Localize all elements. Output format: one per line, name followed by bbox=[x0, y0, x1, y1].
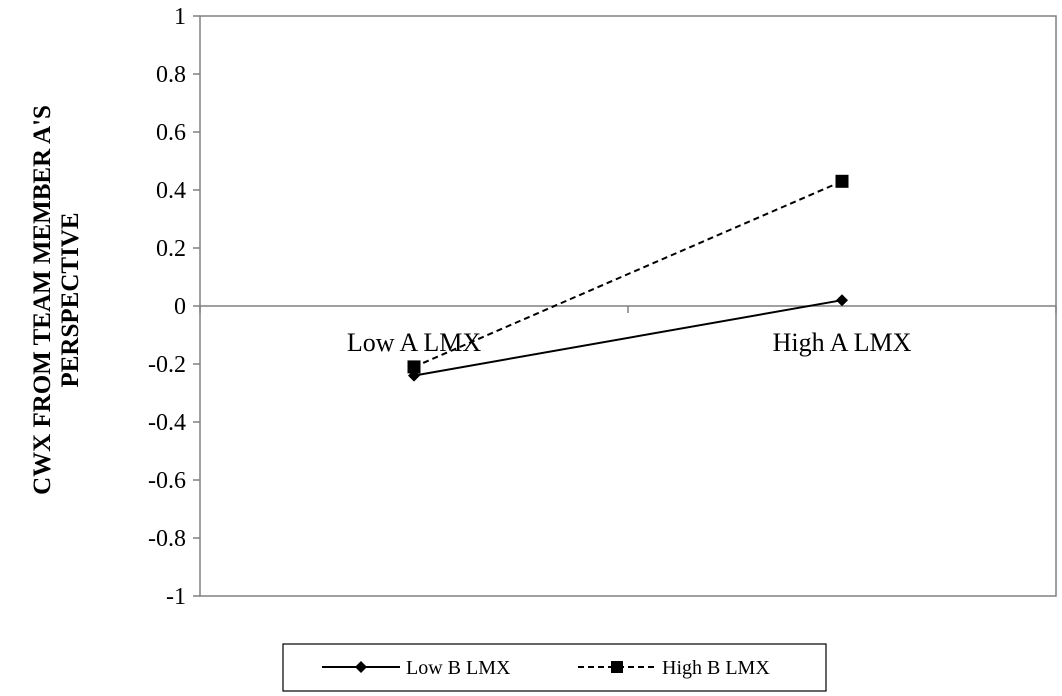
y-tick-label: 0.4 bbox=[156, 178, 186, 204]
legend: Low B LMX High B LMX bbox=[282, 643, 827, 692]
data-point bbox=[407, 360, 421, 374]
data-point bbox=[836, 294, 848, 307]
y-tick-label: 1 bbox=[174, 4, 186, 30]
legend-label: Low B LMX bbox=[406, 657, 511, 679]
legend-entry: High B LMX bbox=[578, 657, 770, 679]
x-category-label: High A LMX bbox=[773, 328, 912, 357]
legend-marker bbox=[355, 661, 367, 673]
y-tick-label: 0.2 bbox=[156, 236, 186, 262]
series-layer bbox=[407, 174, 849, 382]
data-point bbox=[835, 174, 849, 188]
y-tick-label: 0.8 bbox=[156, 62, 186, 88]
y-tick-label: 0.6 bbox=[156, 120, 186, 146]
y-axis-label-line-1: CWX FROM TEAM MEMBER A'S bbox=[29, 105, 56, 495]
x-axis-ticks: Low A LMX High A LMX bbox=[199, 306, 1057, 357]
series-1 bbox=[407, 174, 849, 374]
y-axis-label: CWX FROM TEAM MEMBER A'S PERSPECTIVE bbox=[29, 105, 84, 495]
y-tick-label: -0.8 bbox=[148, 526, 186, 552]
y-axis-label-line-2: PERSPECTIVE bbox=[57, 212, 84, 387]
legend-marker bbox=[611, 661, 623, 673]
y-axis-ticks: -1 -0.8 -0.6 -0.4 -0.2 0 0.2 0.4 0.6 0.8 1 bbox=[148, 4, 200, 610]
y-tick-label: -1 bbox=[166, 584, 186, 610]
x-category-label: Low A LMX bbox=[347, 328, 482, 357]
y-tick-label: -0.4 bbox=[148, 410, 186, 436]
y-tick-label: -0.2 bbox=[148, 352, 186, 378]
series-line bbox=[413, 299, 843, 377]
legend-entry: Low B LMX bbox=[322, 657, 511, 679]
series-line bbox=[413, 180, 843, 368]
y-tick-label: 0 bbox=[174, 294, 186, 320]
legend-label: High B LMX bbox=[662, 657, 770, 679]
y-tick-label: -0.6 bbox=[148, 468, 186, 494]
